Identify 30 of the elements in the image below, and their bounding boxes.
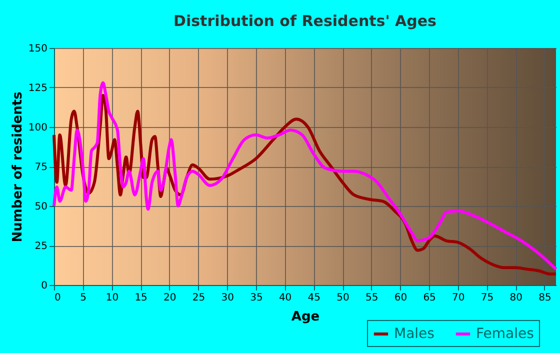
x-tick-label: 70: [452, 292, 465, 304]
x-tick-label: 35: [250, 292, 263, 304]
x-tick-label: 30: [221, 292, 234, 304]
x-tick-label: 80: [510, 292, 522, 304]
y-tick-label: 0: [41, 280, 48, 292]
y-tick-label: 50: [34, 202, 48, 212]
x-tick-label: 40: [278, 292, 292, 304]
y-axis-title: Number of residents: [10, 91, 26, 242]
x-tick-label: 0: [54, 292, 61, 304]
x-tick-label: 20: [164, 292, 176, 304]
x-tick-label: 55: [365, 292, 378, 304]
legend-label: Females: [476, 326, 534, 342]
y-tick-label: 150: [28, 44, 48, 54]
legend-label: Males: [394, 326, 434, 342]
y-tick-label: 25: [34, 241, 48, 252]
x-tick-label: 65: [423, 292, 436, 304]
y-tick-label: 125: [28, 83, 48, 94]
x-tick-label: 75: [480, 292, 494, 304]
y-tick-label: 100: [28, 122, 48, 134]
x-axis-title: Age: [291, 310, 320, 324]
x-tick-label: 60: [394, 292, 408, 304]
y-tick-label: 75: [34, 162, 48, 173]
x-tick-label: 15: [134, 292, 148, 304]
x-tick-label: 25: [192, 292, 206, 304]
x-tick-label: 10: [106, 292, 119, 304]
chart-title: Distribution of Residents' Ages: [174, 12, 437, 30]
x-tick-label: 45: [308, 292, 321, 304]
x-tick-label: 5: [80, 292, 87, 304]
x-tick-label: 85: [538, 292, 552, 304]
x-tick-label: 50: [336, 292, 350, 304]
